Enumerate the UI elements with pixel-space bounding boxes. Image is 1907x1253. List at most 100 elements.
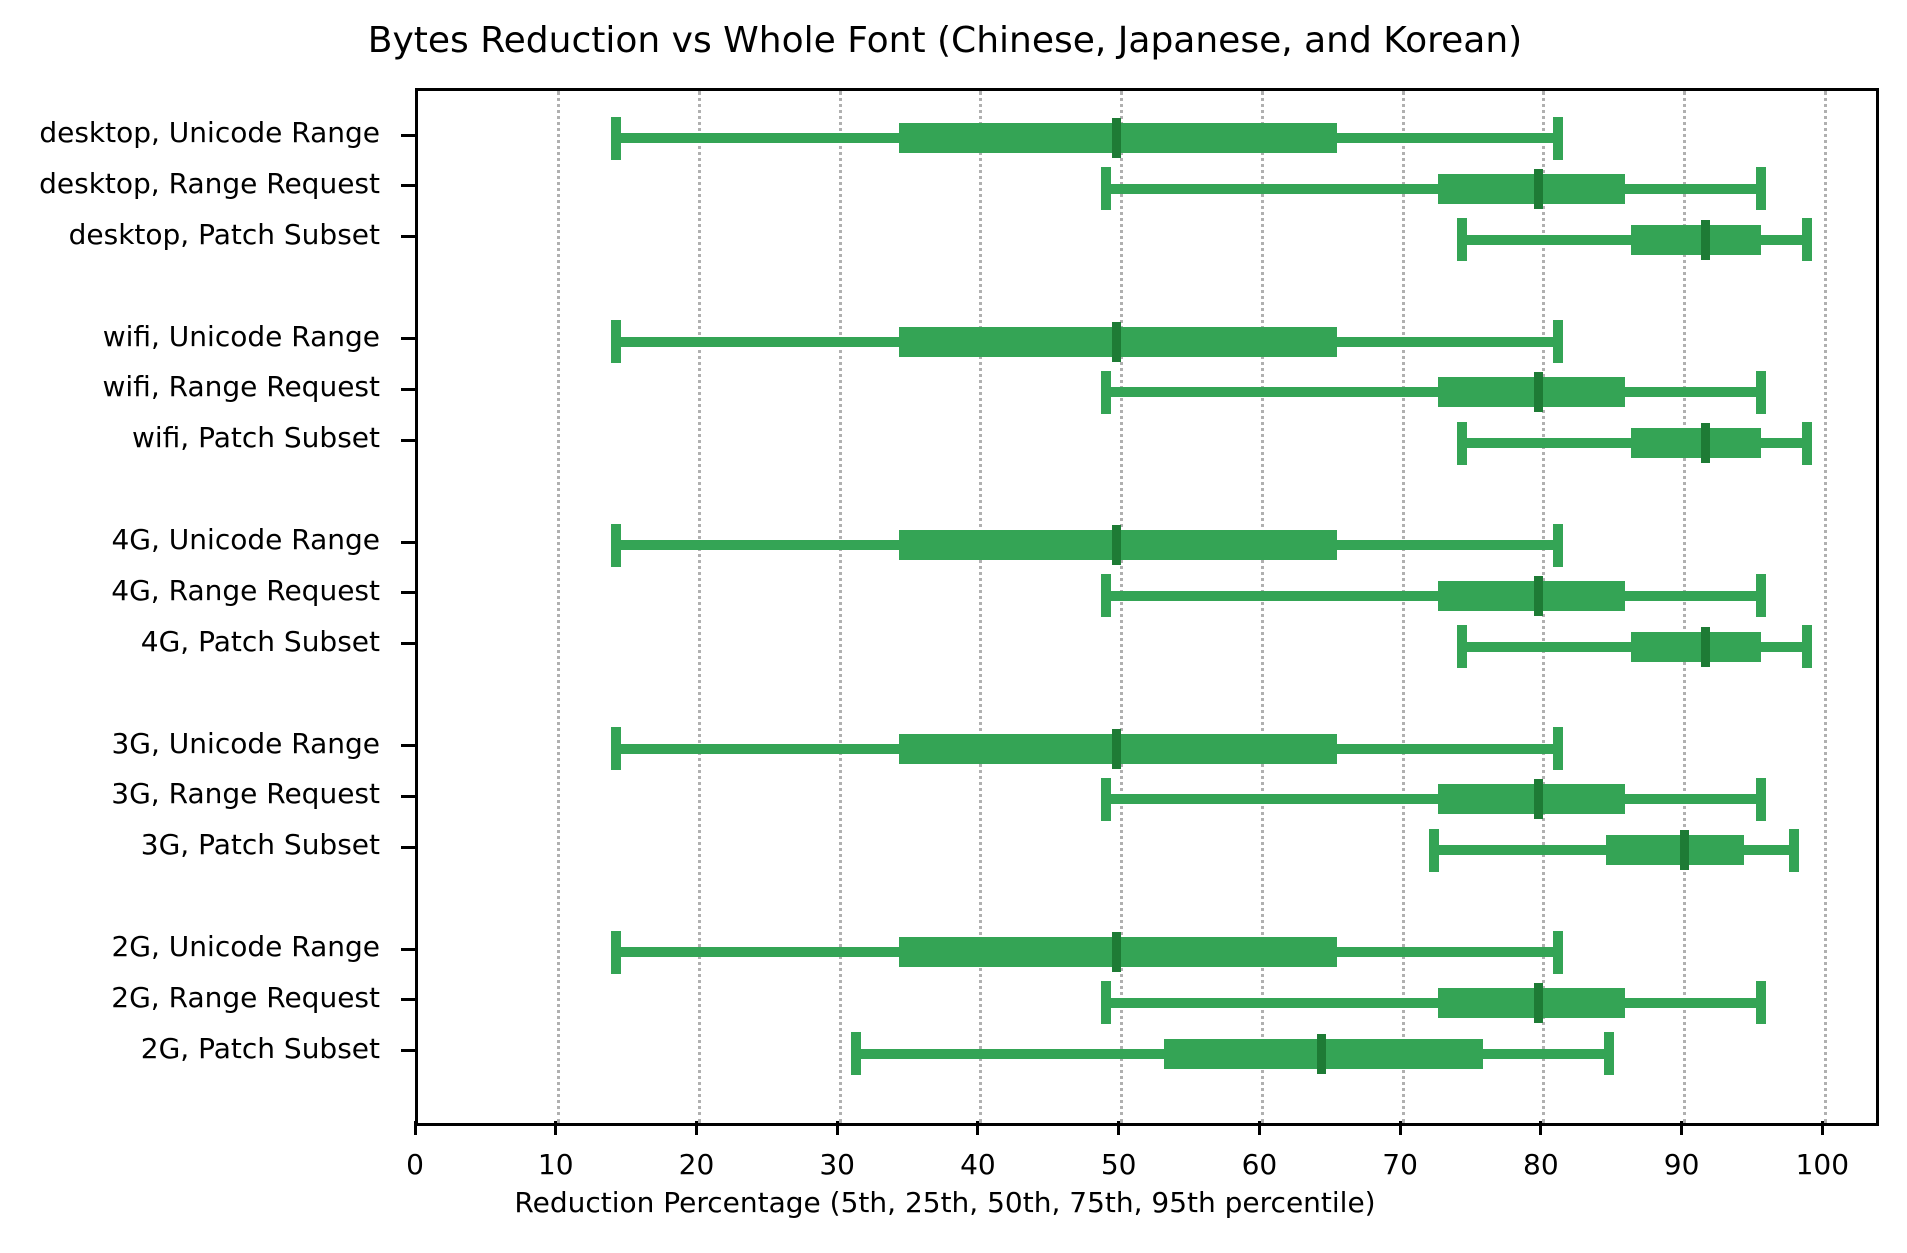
median-line: [1111, 321, 1121, 362]
y-tick-label: 3G, Patch Subset: [140, 828, 380, 862]
iqr-box: [1438, 377, 1626, 408]
x-tick-mark: [1539, 1121, 1543, 1135]
x-tick-mark: [835, 1121, 839, 1135]
whisker-cap-high: [1552, 116, 1563, 160]
whisker-cap-high: [1552, 523, 1563, 567]
y-tick-mark: [401, 337, 415, 340]
x-tick-mark: [1257, 1121, 1261, 1135]
median-line: [1111, 932, 1121, 972]
y-tick-label: desktop, Unicode Range: [39, 116, 380, 149]
y-tick-mark: [401, 235, 415, 239]
whisker-cap-low: [611, 320, 622, 363]
grid-line: [1683, 91, 1687, 1123]
iqr-box: [1631, 631, 1761, 662]
whisker-cap-low: [611, 727, 622, 770]
y-tick-label: wifi, Unicode Range: [102, 319, 380, 353]
iqr-box: [1438, 173, 1626, 204]
iqr-box: [1631, 224, 1761, 255]
y-tick-label: 4G, Unicode Range: [111, 523, 380, 556]
x-tick-label: 80: [1523, 1148, 1559, 1181]
grid-line: [1401, 91, 1405, 1123]
whisker-cap-low: [1457, 421, 1468, 465]
grid-line: [838, 91, 842, 1123]
x-tick-label: 100: [1795, 1148, 1850, 1181]
x-tick-label: 30: [819, 1148, 855, 1181]
median-line: [1111, 525, 1121, 565]
grid-line: [1823, 91, 1827, 1123]
y-tick-label: wifi, Patch Subset: [131, 421, 380, 455]
whisker-cap-high: [1552, 727, 1563, 770]
y-tick-mark: [401, 845, 415, 849]
iqr-box: [1438, 987, 1626, 1018]
x-tick-mark: [976, 1121, 980, 1135]
y-tick-label: 3G, Unicode Range: [111, 726, 380, 760]
y-tick-label: desktop, Range Request: [39, 166, 380, 200]
y-tick-mark: [401, 387, 415, 391]
y-tick-mark: [401, 184, 415, 188]
x-tick-label: 20: [678, 1148, 715, 1181]
median-line: [1533, 168, 1543, 209]
iqr-box: [1438, 580, 1626, 611]
whisker-cap-high: [1755, 777, 1766, 821]
x-tick-mark: [694, 1121, 698, 1135]
whisker-cap-high: [1552, 930, 1563, 974]
y-tick-label: 2G, Unicode Range: [111, 930, 380, 963]
whisker-cap-high: [1789, 828, 1800, 872]
whisker-cap-low: [1101, 981, 1112, 1025]
y-tick-mark: [401, 642, 415, 646]
whisker-cap-low: [611, 930, 622, 974]
y-tick-mark: [401, 438, 415, 442]
grid-line: [1120, 91, 1124, 1123]
x-tick-label: 70: [1382, 1148, 1418, 1181]
whisker-cap-high: [1552, 320, 1563, 363]
grid-line: [697, 91, 701, 1123]
whisker-cap-low: [1101, 777, 1112, 821]
x-tick-label: 60: [1241, 1148, 1278, 1181]
median-line: [1317, 1033, 1326, 1074]
whisker-cap-low: [1101, 574, 1112, 618]
whisker: [1106, 387, 1761, 398]
y-tick-mark: [401, 794, 415, 798]
y-tick-mark: [401, 998, 415, 1002]
whisker-cap-low: [1457, 625, 1468, 669]
whisker-cap-low: [1101, 370, 1112, 414]
iqr-box: [1605, 835, 1744, 866]
whisker-cap-high: [1755, 167, 1766, 211]
y-tick-label: 4G, Patch Subset: [140, 624, 380, 658]
whisker-cap-low: [1429, 828, 1440, 872]
x-tick-label: 10: [537, 1148, 574, 1181]
whisker-cap-high: [1802, 421, 1813, 465]
iqr-box: [1631, 428, 1761, 459]
median-line: [1111, 118, 1121, 158]
chart-title: Bytes Reduction vs Whole Font (Chinese, …: [367, 20, 1523, 61]
median-line: [1111, 728, 1121, 769]
whisker: [1106, 183, 1761, 194]
whisker: [1106, 794, 1761, 805]
x-tick-mark: [1117, 1121, 1121, 1135]
whisker-cap-low: [850, 1032, 861, 1076]
y-tick-mark: [401, 947, 415, 951]
x-tick-mark: [1398, 1121, 1402, 1135]
x-tick-mark: [1820, 1121, 1824, 1135]
y-tick-mark: [401, 744, 415, 747]
x-tick-mark: [413, 1121, 417, 1135]
whisker-cap-high: [1755, 981, 1766, 1025]
whisker-cap-low: [611, 116, 622, 160]
x-axis-label: Reduction Percentage (5th, 25th, 50th, 7…: [514, 1186, 1376, 1219]
median-line: [1701, 423, 1711, 464]
median-line: [1533, 779, 1543, 820]
x-tick-label: 90: [1663, 1148, 1700, 1181]
median-line: [1533, 372, 1543, 413]
whisker-cap-low: [611, 523, 622, 567]
y-tick-label: 3G, Range Request: [111, 777, 380, 811]
whisker-cap-high: [1802, 625, 1813, 669]
x-tick-label: 50: [1100, 1148, 1137, 1181]
median-line: [1533, 982, 1543, 1023]
x-tick-label: 0: [406, 1148, 424, 1181]
y-tick-label: 4G, Range Request: [111, 573, 380, 607]
grid-line: [1260, 91, 1264, 1123]
whisker-cap-low: [1457, 218, 1468, 262]
y-tick-mark: [401, 540, 415, 544]
y-tick-mark: [401, 133, 415, 137]
median-line: [1701, 626, 1711, 667]
